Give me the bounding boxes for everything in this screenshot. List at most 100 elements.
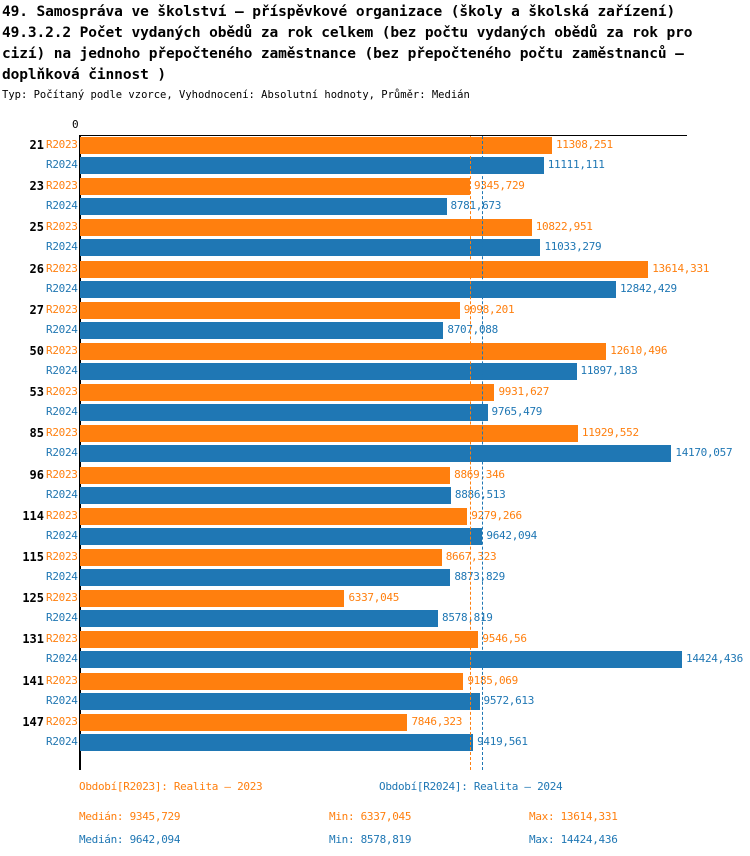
bar-r2024 [80, 569, 451, 586]
legend-item-r2024: Období[R2024]: Realita – 2024 [379, 780, 563, 793]
bar-group: 131 R2023 9546,56 R2024 14424,436 [0, 630, 750, 671]
bar-r2023 [80, 137, 552, 154]
bar-value-label: 6337,045 [348, 591, 400, 605]
series-label-r2024: R2024 [46, 281, 78, 295]
bar-group: 85 R2023 11929,552 R2024 14170,057 [0, 424, 750, 465]
series-label-r2024: R2024 [46, 322, 78, 336]
bar-value-label: 9765,479 [491, 405, 543, 419]
category-label: 21 [29, 138, 44, 152]
bar-r2024 [80, 445, 672, 463]
bar-value-label: 8667,323 [445, 550, 497, 563]
bar-value-label: 14170,057 [675, 446, 733, 460]
bar-value-label: 9279,266 [471, 508, 522, 522]
series-label-r2023: R2023 [46, 344, 78, 357]
bar-r2024 [80, 486, 451, 504]
bar-value-label: 8707,088 [447, 322, 498, 336]
bar-r2024 [80, 610, 439, 628]
bar-r2023 [80, 301, 460, 319]
series-label-r2023: R2023 [46, 138, 78, 151]
series-label-r2024: R2024 [46, 528, 78, 542]
bar-group: 23 R2023 9345,729 R2024 8781,673 [0, 177, 750, 218]
category-label: 26 [29, 261, 44, 276]
series-label-r2024: R2024 [46, 158, 78, 171]
bar-value-label: 11897,183 [580, 364, 638, 377]
bar-r2023 [80, 260, 649, 278]
bar-r2024 [80, 157, 544, 174]
series-label-r2023: R2023 [46, 632, 78, 646]
series-label-r2024: R2024 [46, 487, 78, 501]
bar-value-label: 13614,331 [652, 261, 710, 275]
category-label: 23 [29, 179, 44, 194]
stats-row-r2024: Medián: 9642,094 Min: 8578,819 Max: 1442… [0, 833, 750, 853]
x-axis-tick-zero: 0 [72, 118, 79, 131]
bar-value-label: 8578,819 [442, 611, 493, 625]
bar-group: 114 R2023 9279,266 R2024 9642,094 [0, 507, 750, 548]
bar-value-label: 9931,627 [498, 385, 550, 399]
bar-value-label: 10822,951 [535, 220, 593, 234]
bar-r2023 [80, 219, 532, 237]
legend-item-r2023: Období[R2023]: Realita – 2023 [79, 780, 263, 793]
bar-group: 96 R2023 8869,346 R2024 8886,513 [0, 466, 750, 507]
series-label-r2024: R2024 [46, 240, 78, 254]
bar-r2023 [80, 178, 471, 196]
bar-r2024 [80, 527, 483, 545]
bar-r2023 [80, 590, 345, 608]
series-label-r2024: R2024 [46, 611, 78, 625]
bar-value-label: 8886,513 [454, 487, 506, 501]
category-label: 53 [29, 385, 44, 400]
y-axis-line [79, 135, 81, 770]
series-label-r2024: R2024 [46, 199, 78, 213]
category-label: 141 [22, 673, 44, 688]
category-label: 131 [22, 632, 44, 647]
stat-min-r2023: Min: 6337,045 [329, 810, 412, 823]
bar-r2024 [80, 321, 444, 339]
bar-value-label: 8869,346 [454, 467, 505, 481]
bar-group: 141 R2023 9185,069 R2024 9572,613 [0, 672, 750, 713]
category-label: 96 [29, 467, 44, 482]
reference-line-median-2024 [482, 136, 484, 770]
bar-value-label: 9546,56 [482, 632, 527, 646]
stats-row-r2023: Medián: 9345,729 Min: 6337,045 Max: 1361… [0, 810, 750, 830]
bar-value-label: 8873,829 [454, 570, 505, 583]
bar-value-label: 8781,673 [450, 199, 502, 213]
series-label-r2024: R2024 [46, 693, 78, 707]
bar-group: 147 R2023 7846,323 R2024 9419,561 [0, 713, 750, 754]
bar-value-label: 11033,279 [544, 240, 602, 254]
series-label-r2024: R2024 [46, 405, 78, 419]
category-label: 147 [22, 714, 44, 729]
bar-r2024 [80, 239, 541, 257]
series-label-r2023: R2023 [46, 426, 78, 440]
stat-min-r2024: Min: 8578,819 [329, 833, 412, 846]
chart-legend: Období[R2023]: Realita – 2023 Období[R20… [0, 780, 750, 796]
bar-r2024 [80, 404, 488, 422]
plot-top-border [79, 135, 687, 137]
bar-r2023 [80, 507, 468, 525]
series-label-r2023: R2023 [46, 591, 78, 605]
bar-value-label: 9345,729 [474, 179, 525, 193]
bar-value-label: 12610,496 [610, 344, 668, 357]
series-label-r2023: R2023 [46, 220, 78, 234]
bar-value-label: 9185,069 [467, 673, 518, 687]
bar-r2024 [80, 651, 682, 669]
bar-r2023 [80, 466, 451, 484]
bar-value-label: 12842,429 [619, 281, 677, 295]
reference-line-median-2023 [470, 136, 472, 770]
series-label-r2024: R2024 [46, 364, 78, 377]
category-label: 114 [22, 508, 44, 523]
category-label: 125 [22, 591, 44, 606]
bar-group: 26 R2023 13614,331 R2024 12842,429 [0, 260, 750, 301]
stat-max-r2024: Max: 14424,436 [529, 833, 618, 846]
bar-value-label: 14424,436 [686, 652, 743, 666]
bar-r2023 [80, 549, 442, 566]
bar-r2024 [80, 363, 577, 380]
bar-value-label: 11308,251 [555, 138, 613, 151]
bar-r2024 [80, 280, 616, 298]
bar-value-label: 9419,561 [477, 734, 528, 748]
bar-value-label: 11111,111 [547, 158, 605, 171]
chart-header: 49. Samospráva ve školství – příspěvkové… [0, 0, 750, 101]
bar-r2024 [80, 692, 480, 710]
bar-r2023 [80, 384, 495, 402]
bar-group: 27 R2023 9098,201 R2024 8707,088 [0, 301, 750, 342]
bar-group: 53 R2023 9931,627 R2024 9765,479 [0, 383, 750, 424]
series-label-r2023: R2023 [46, 714, 78, 728]
